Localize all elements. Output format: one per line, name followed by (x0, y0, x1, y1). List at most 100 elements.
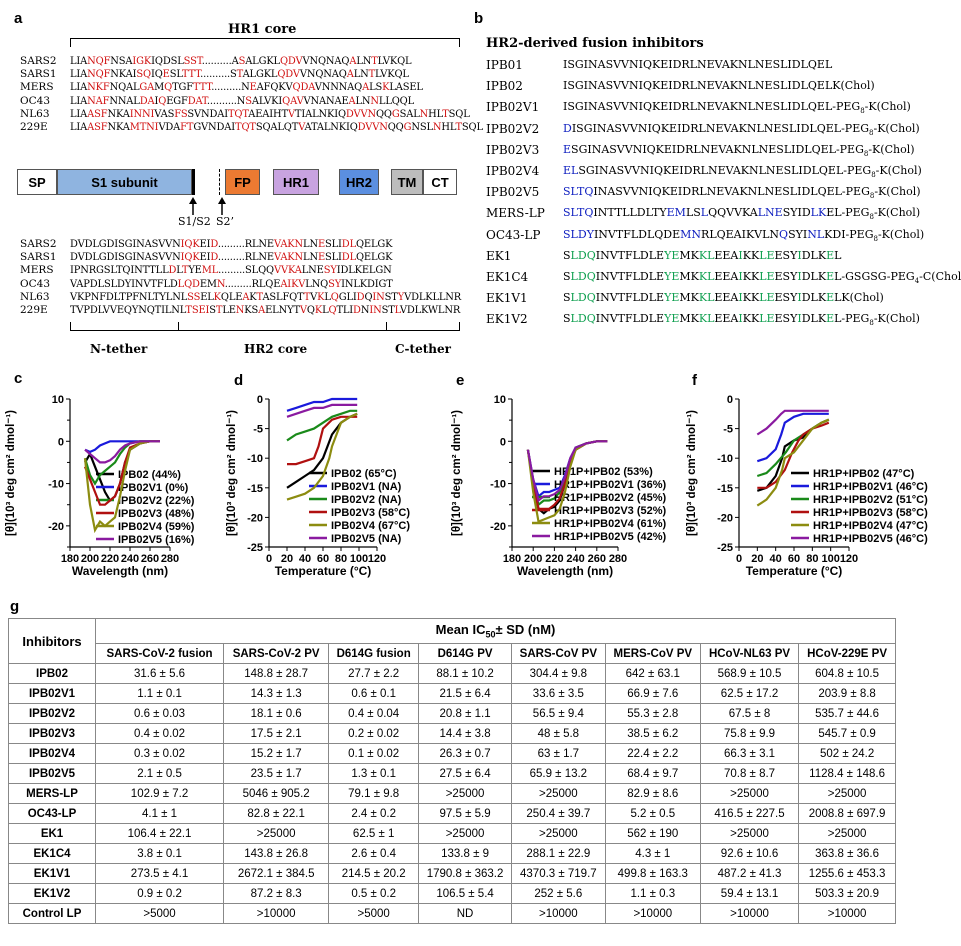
ic50-table: Inhibitors Mean IC50± SD (nM) SARS-CoV-2… (8, 618, 896, 924)
table-cell: 133.8 ± 9 (418, 843, 512, 864)
legend-entry: HR1P+IPB02V3 (58°C) (813, 507, 928, 519)
table-cell: 22.4 ± 2.2 (604, 743, 701, 764)
series-line (84, 440, 160, 464)
table-cell: 0.2 ± 0.02 (328, 723, 420, 744)
hr2-row-name: MERS (20, 264, 54, 277)
legend-entry: HR1P+IPB02 (47°C) (813, 468, 915, 480)
table-cell: 26.3 ± 0.7 (418, 743, 512, 764)
table-cell: 66.9 ± 7.6 (604, 683, 701, 704)
y-tick-label: 0 (58, 436, 64, 448)
table-cell: 499.8 ± 163.3 (604, 863, 701, 884)
inhibitor-sequence: SLDQINVTFLDLEYEMKKLEEAIKKLEESYIDLKEL-GSG… (563, 270, 961, 286)
table-column-header: HCoV-229E PV (798, 643, 896, 664)
table-cell: 4.3 ± 1 (604, 843, 701, 864)
x-tick-label: 180 (61, 553, 79, 565)
hr1-row-name: SARS1 (20, 68, 57, 81)
x-tick-label: 60 (317, 553, 329, 565)
inhibitor-sequence: SLTQINTTLLDLTYEMLSLQQVVKALNESYIDLKEL-PEG… (563, 206, 921, 222)
x-tick-label: 220 (101, 553, 119, 565)
panel-label-b: b (474, 10, 484, 27)
inhibitor-name: EK1V1 (486, 291, 528, 306)
hr1-row-sequence: LIANQFNKAISQIQESLTTT..........STALGKLQDV… (70, 69, 409, 81)
hr2-row-name: SARS2 (20, 238, 57, 250)
table-cell: 18.1 ± 0.6 (223, 703, 330, 724)
legend-entry: IPB02V2 (NA) (331, 494, 402, 506)
table-cell: 87.2 ± 8.3 (223, 883, 330, 904)
table-cell: 203.9 ± 8.8 (798, 683, 896, 704)
inhibitor-name: EK1V2 (486, 312, 528, 327)
hr2-row-sequence: TVPDLVVEQYNQTILNLTSEISTLENKSAELNYTVQKLQT… (70, 305, 461, 316)
table-cell: >5000 (94, 903, 225, 924)
hr1-row-sequence: LIANQFNSAIGKIQDSLSST..........ASALGKLQDV… (70, 56, 412, 67)
table-row-name: EK1V2 (8, 883, 96, 904)
y-tick-label: -5 (723, 424, 733, 436)
table-cell: 97.5 ± 5.9 (418, 803, 512, 824)
table-row: Control LP >5000 >10000 >5000 ND >10000 >10000… (8, 903, 896, 924)
inhibitor-sequence: DISGINASVVNIQKEIDRLNEVAKNLNESLIDLQEL-PEG… (563, 121, 920, 137)
table-cell: 82.9 ± 8.6 (604, 783, 701, 804)
x-axis-label: Wavelength (nm) (517, 564, 613, 578)
inhibitor-sequence: SLDQINVTFLDLEYEMKKLEEAIKKLEESYIDLKEL-PEG… (563, 312, 920, 328)
hr1-row-sequence: LIAASFNKAINNIVASFSSVNDAITQTAEAIHTVTIALNK… (70, 108, 470, 120)
table-cell: >10000 (604, 903, 701, 924)
inhibitor-sequence: SLDQINVTFLDLEYEMKKLEEAIKKLEESYIDLKEL (563, 248, 842, 262)
domain-hr1: HR1 (273, 169, 319, 195)
table-cell: 63 ± 1.7 (511, 743, 606, 764)
table-column-header: MERS-CoV PV (604, 643, 701, 664)
table-cell: 304.4 ± 9.8 (511, 663, 606, 684)
table-cell: 214.5 ± 20.2 (328, 863, 420, 884)
table-cell: 1.1 ± 0.1 (94, 683, 225, 704)
y-tick-label: -20 (247, 512, 263, 524)
table-cell: 642 ± 63.1 (604, 663, 701, 684)
legend-entry: IPB02V2 (22%) (118, 495, 195, 507)
table-cell: 1790.8 ± 363.2 (418, 863, 512, 884)
y-tick-label: -5 (253, 424, 263, 436)
inhibitor-sequence: ISGINASVVNIQKEIDRLNEVAKNLNESLIDLQEL (563, 58, 833, 71)
table-cell: 0.6 ± 0.03 (94, 703, 225, 724)
series-line (83, 440, 160, 534)
panel-label-e: e (456, 372, 465, 389)
inhibitor-name: EK1C4 (486, 270, 529, 284)
y-tick-label: 10 (52, 394, 64, 406)
x-tick-label: 40 (770, 553, 782, 565)
table-cell: >25000 (223, 823, 330, 844)
y-tick-label: -10 (490, 479, 506, 491)
table-row-name: EK1C4 (8, 843, 96, 864)
legend-entry: HR1P+IPB02V3 (52%) (554, 505, 667, 517)
table-cell: 0.5 ± 0.2 (328, 883, 420, 904)
domain-s1-subunit: S1 subunit (57, 169, 192, 195)
table-cell: 27.7 ± 2.2 (328, 663, 420, 684)
table-cell: >10000 (511, 903, 606, 924)
legend-entry: HR1P+IPB02V2 (45%) (554, 492, 667, 504)
legend-entry: HR1P+IPB02V1 (36%) (554, 479, 667, 491)
cleavage-s2prime-label: S2’ (216, 215, 235, 228)
table-cell: 252 ± 5.6 (511, 883, 606, 904)
table-cell: 56.5 ± 9.4 (511, 703, 606, 724)
table-cell: 33.6 ± 3.5 (511, 683, 606, 704)
table-cell: 27.5 ± 6.4 (418, 763, 512, 784)
table-row: IPB02V4 0.3 ± 0.02 15.2 ± 1.7 0.1 ± 0.02 26.… (8, 743, 896, 764)
legend-entry: HR1P+IPB02 (53%) (554, 466, 653, 478)
hr2-bracket-tick-2 (386, 322, 387, 331)
c-tether-label: C-tether (395, 342, 451, 356)
inhibitor-name: MERS-LP (486, 206, 545, 221)
table-cell: 487.2 ± 41.3 (699, 863, 800, 884)
panel-b-title: HR2-derived fusion inhibitors (486, 36, 704, 51)
table-cell: 0.4 ± 0.02 (94, 723, 225, 744)
table-row-name: OC43-LP (8, 803, 96, 824)
hr1-core-bracket (70, 38, 460, 47)
table-row-name: Control LP (8, 903, 96, 924)
hr2-row-sequence: IPNRGSLTQINTTLLDLTYEML.........SLQQVVKAL… (70, 265, 392, 277)
domain-fp: FP (225, 169, 260, 195)
table-cell: 62.5 ± 17.2 (699, 683, 800, 704)
table-cell: 66.3 ± 3.1 (699, 743, 800, 764)
table-cell: 75.8 ± 9.9 (699, 723, 800, 744)
table-column-header: D614G PV (418, 643, 512, 664)
hr2-row-sequence: DVDLGDISGINASVVNIQKEID.........RLNEVAKNL… (70, 239, 393, 250)
legend-entry: IPB02V5 (NA) (331, 533, 402, 545)
table-cell: 0.3 ± 0.02 (94, 743, 225, 764)
table-cell: 38.5 ± 6.2 (604, 723, 701, 744)
legend-entry: HR1P+IPB02V4 (61%) (554, 518, 667, 530)
table-cell: 5.2 ± 0.5 (604, 803, 701, 824)
series-line (287, 415, 358, 466)
